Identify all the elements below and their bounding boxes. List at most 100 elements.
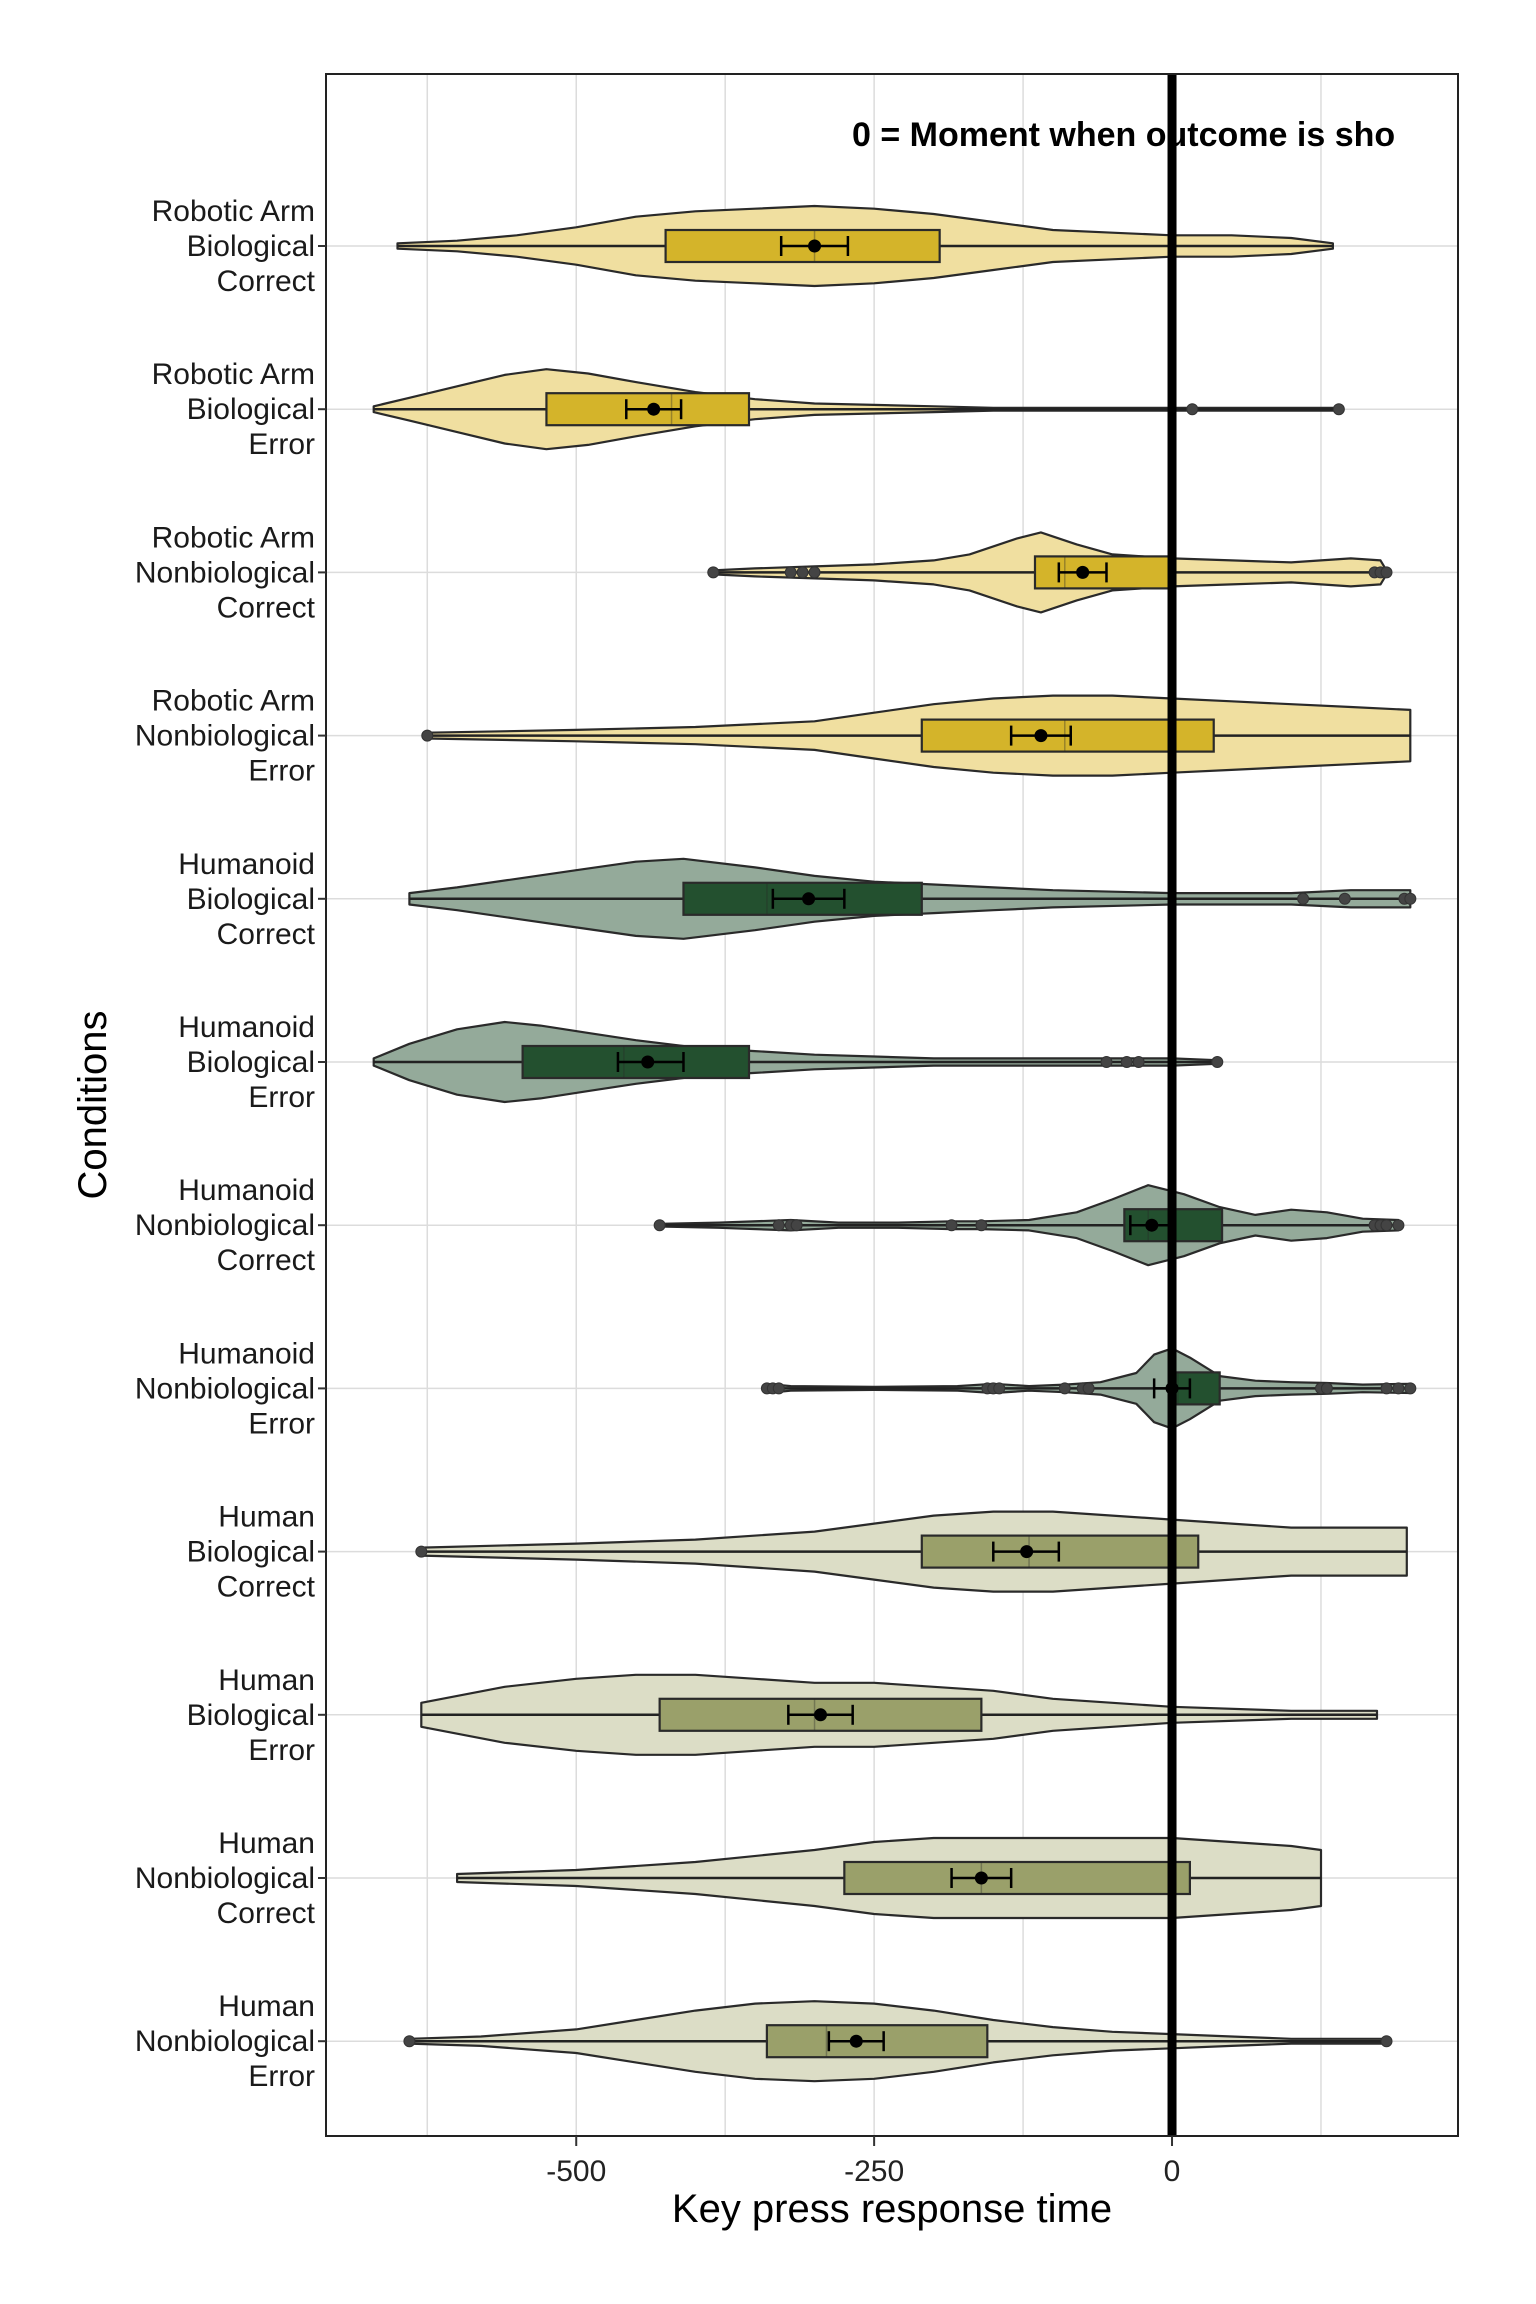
outlier-point <box>945 1219 958 1232</box>
outlier-point <box>1211 1056 1224 1068</box>
outlier-point <box>1320 1382 1333 1395</box>
outlier-point <box>784 566 797 579</box>
outlier-point <box>1082 1382 1095 1395</box>
condition-group <box>707 531 1393 614</box>
outlier-point <box>1120 1056 1133 1068</box>
x-tick-label: -250 <box>844 2155 904 2188</box>
outlier-point <box>772 1382 785 1395</box>
outlier-point <box>1392 1382 1405 1395</box>
outlier-point <box>1404 1382 1417 1395</box>
mean-point <box>1020 1545 1034 1559</box>
x-tick-label: 0 <box>1164 2155 1181 2188</box>
mean-point <box>808 239 822 253</box>
mean-point <box>1034 729 1048 743</box>
annotation-text: 0 = Moment when outcome is sho <box>852 116 1395 154</box>
y-tick-label: Correct <box>217 918 316 951</box>
mean-point <box>802 892 816 906</box>
condition-group <box>396 204 1334 288</box>
outlier-point <box>808 566 821 579</box>
y-tick-label: Error <box>248 1081 315 1114</box>
mean-point <box>1145 1218 1159 1232</box>
outlier-point <box>1392 1219 1405 1232</box>
y-tick-label: Error <box>248 428 315 461</box>
y-tick-label: Robotic Arm <box>152 685 315 718</box>
x-axis-title: Key press response time <box>672 2187 1112 2231</box>
y-tick-label: Error <box>248 2060 315 2093</box>
condition-group <box>403 2000 1393 2083</box>
condition-group <box>420 1673 1379 1756</box>
condition-group <box>372 1020 1224 1104</box>
y-tick-label: Humanoid <box>178 1174 315 1207</box>
iqr-box <box>843 1860 1191 1896</box>
mean-point <box>641 1055 655 1069</box>
condition-group <box>456 1836 1323 1920</box>
outlier-point <box>1380 1219 1393 1232</box>
outlier-point <box>1380 1382 1393 1395</box>
outlier-point <box>403 2035 416 2048</box>
outlier-point <box>1186 403 1199 416</box>
outlier-point <box>707 566 720 579</box>
y-axis-title: Conditions <box>71 1010 115 1199</box>
y-tick-label: Robotic Arm <box>152 521 315 554</box>
outlier-point <box>1297 892 1310 905</box>
y-tick-label: Correct <box>217 265 316 298</box>
outlier-point <box>1404 892 1417 905</box>
outlier-point <box>993 1382 1006 1395</box>
outlier-point <box>1100 1056 1113 1068</box>
condition-group <box>408 857 1417 940</box>
y-tick-label: Human <box>218 1664 315 1697</box>
y-tick-label: Biological <box>187 1536 315 1569</box>
y-tick-label: Nonbiological <box>135 1862 315 1895</box>
y-tick-label: Humanoid <box>178 1337 315 1370</box>
y-tick-label: Nonbiological <box>135 1372 315 1405</box>
y-tick-label: Correct <box>217 1571 316 1604</box>
y-tick-label: Robotic Arm <box>152 358 315 391</box>
mean-point <box>849 2034 863 2048</box>
x-tick-label: -500 <box>546 2155 606 2188</box>
condition-group <box>415 1510 1408 1593</box>
y-tick-label: Biological <box>187 883 315 916</box>
y-tick-label: Nonbiological <box>135 1209 315 1242</box>
outlier-point <box>772 1219 785 1232</box>
condition-group <box>760 1347 1417 1430</box>
chart-marks <box>372 204 1417 2083</box>
outlier-point <box>1058 1382 1071 1395</box>
outlier-point <box>1332 403 1345 416</box>
y-tick-label: Biological <box>187 230 315 263</box>
condition-group <box>421 694 1412 777</box>
mean-point <box>814 1708 828 1722</box>
outlier-point <box>1338 892 1351 905</box>
outlier-point <box>415 1545 428 1558</box>
y-tick-label: Nonbiological <box>135 2025 315 2058</box>
condition-group <box>372 368 1345 451</box>
mean-point <box>1076 565 1090 579</box>
y-tick-label: Correct <box>217 1897 316 1930</box>
y-tick-label: Error <box>248 1407 315 1440</box>
mean-point <box>974 1871 988 1885</box>
y-tick-label: Robotic Arm <box>152 195 315 228</box>
y-tick-label: Nonbiological <box>135 556 315 589</box>
x-ticks: -500 -250 0 <box>546 2136 1180 2188</box>
outlier-point <box>975 1219 988 1232</box>
outlier-point <box>790 1219 803 1232</box>
y-tick-label: Error <box>248 1734 315 1767</box>
y-tick-label: Correct <box>217 1244 316 1277</box>
y-tick-label: Biological <box>187 393 315 426</box>
y-tick-label: Nonbiological <box>135 720 315 753</box>
y-tick-label: Humanoid <box>178 1011 315 1044</box>
y-tick-label: Human <box>218 1827 315 1860</box>
y-tick-label: Human <box>218 1501 315 1534</box>
y-tick-label: Biological <box>187 1699 315 1732</box>
y-tick-label: Human <box>218 1990 315 2023</box>
outlier-point <box>796 566 809 579</box>
y-tick-label: Error <box>248 755 315 788</box>
y-tick-label: Humanoid <box>178 848 315 881</box>
outlier-point <box>1380 2035 1393 2048</box>
y-tick-label: Biological <box>187 1046 315 1079</box>
y-tick-label: Correct <box>217 591 316 624</box>
outlier-point <box>1380 566 1393 579</box>
mean-point <box>647 402 661 416</box>
